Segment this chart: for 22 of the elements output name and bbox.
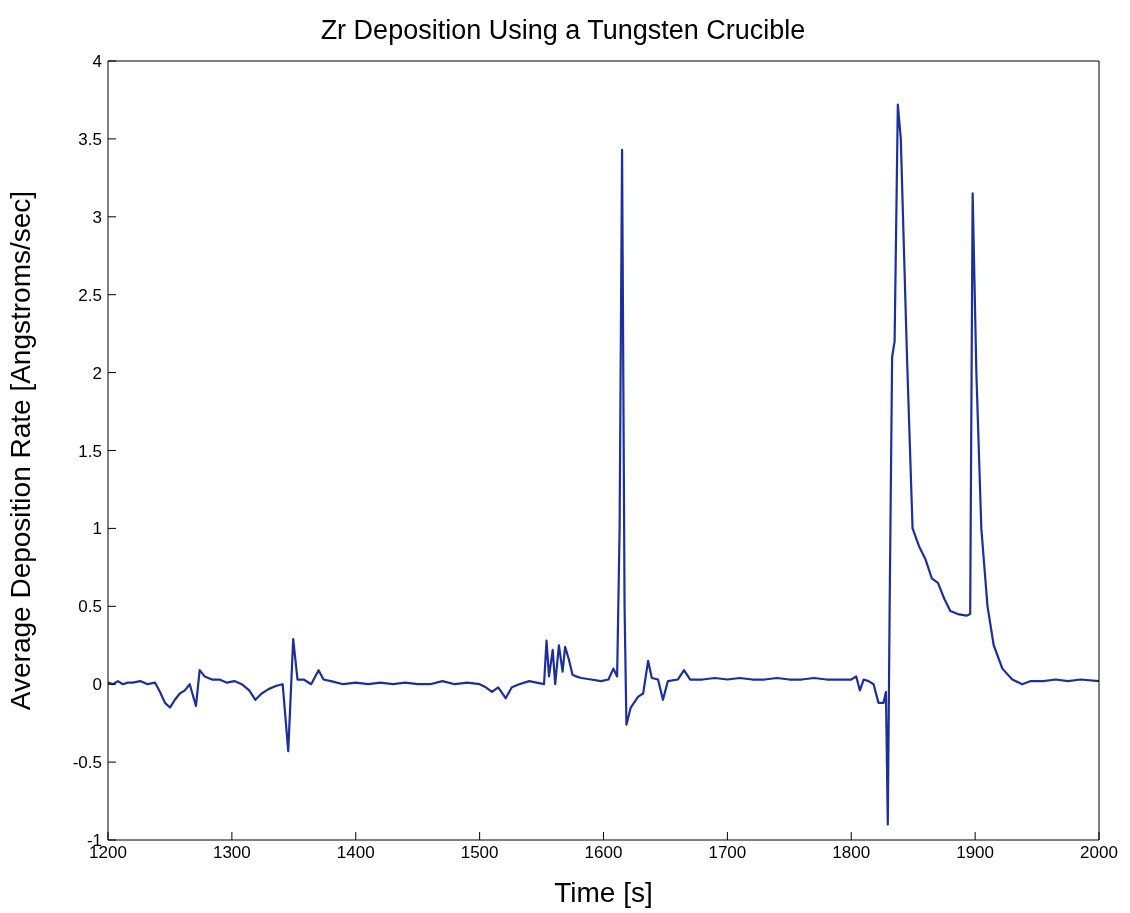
- y-tick-label: 3: [92, 207, 102, 227]
- y-tick-label: -0.5: [72, 753, 102, 773]
- x-tick-label: 1400: [336, 843, 375, 863]
- x-tick-label: 1300: [212, 843, 251, 863]
- y-axis-title: Average Deposition Rate [Angstroms/sec]: [4, 190, 36, 711]
- y-tick-label: 2.5: [78, 285, 102, 305]
- y-tick-label: 0: [92, 675, 102, 695]
- y-tick-label: 1: [92, 519, 102, 539]
- y-tick-label: 0.5: [78, 597, 102, 617]
- x-tick-label: 1900: [956, 843, 995, 863]
- x-tick-label: 2000: [1080, 843, 1118, 863]
- line-series: [108, 103, 1099, 826]
- x-axis-title: Time [s]: [554, 877, 653, 908]
- chart-title: Zr Deposition Using a Tungsten Crucible: [319, 14, 807, 47]
- x-tick-label: 1500: [460, 843, 499, 863]
- y-tick-label: 4: [92, 52, 102, 72]
- y-tick-label: 1.5: [78, 441, 102, 461]
- y-tick-label: 2: [92, 363, 102, 383]
- x-tick-label: 1600: [584, 843, 623, 863]
- y-tick-label: 3.5: [78, 129, 102, 149]
- x-tick-label: 1800: [832, 843, 871, 863]
- x-tick-label: 1700: [708, 843, 747, 863]
